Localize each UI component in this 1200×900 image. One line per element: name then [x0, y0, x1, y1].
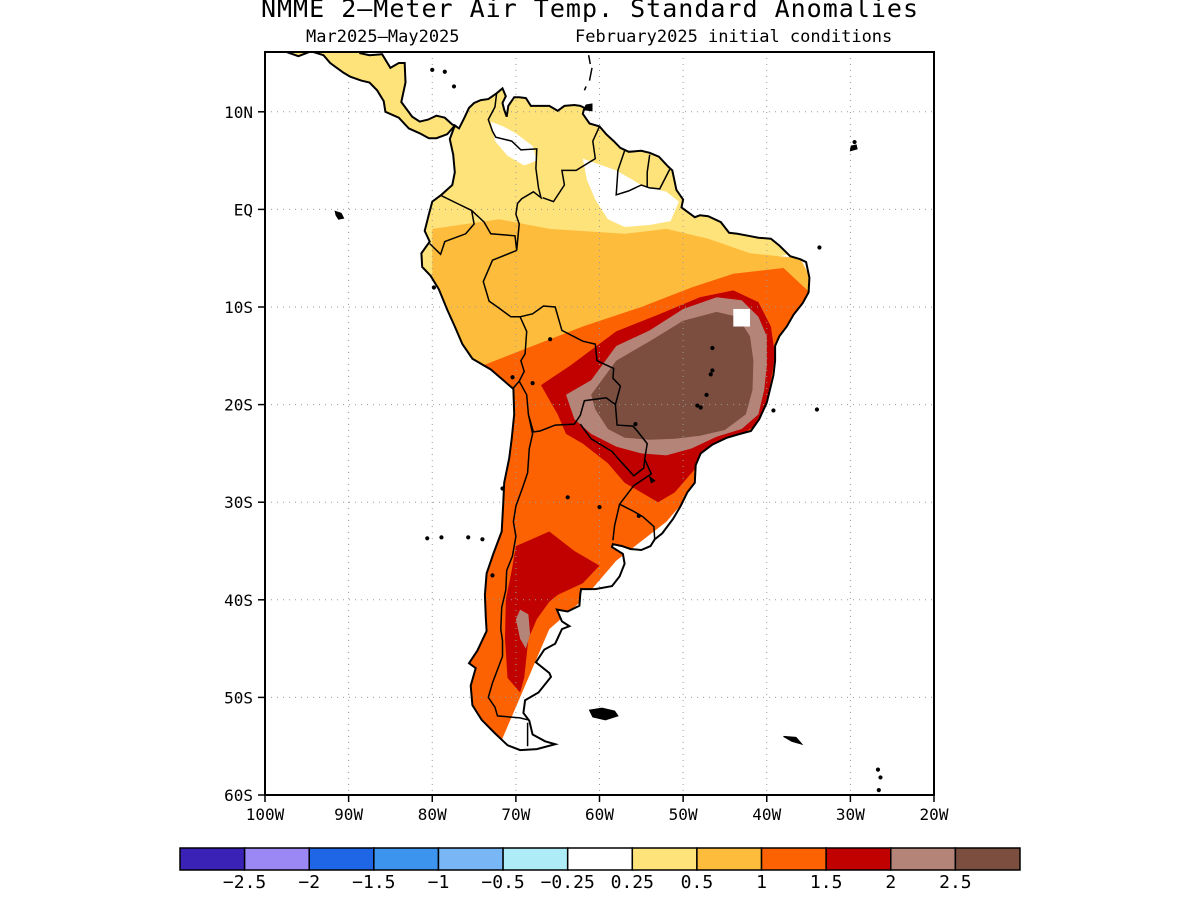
- colorbar-label: 0.5: [681, 872, 714, 893]
- island-dot-15: [442, 69, 447, 74]
- lon-tick-label: 50W: [669, 805, 698, 824]
- colorbar-label: −1: [428, 872, 450, 893]
- colorbar-label: 0.25: [611, 872, 654, 893]
- island-dot-8: [425, 536, 430, 541]
- lon-tick-label: 60W: [585, 805, 614, 824]
- island-dot-5: [817, 245, 822, 250]
- colorbar-swatch: [696, 847, 763, 871]
- colorbar-label: 1.5: [810, 872, 843, 893]
- anomaly-shading: [421, 88, 810, 751]
- anomaly-near-zero-guianas: [582, 158, 679, 227]
- lat-tick-label: 10N: [224, 103, 253, 122]
- island-dot-25: [490, 573, 495, 578]
- island-dot-0: [695, 403, 700, 408]
- latitude-axis: 10N EQ 10S 20S 30S 40S 50S 60S: [224, 103, 265, 805]
- colorbar-swatch: [179, 847, 246, 871]
- lon-tick-label: 70W: [501, 805, 530, 824]
- colorbar-swatch: [954, 847, 1021, 871]
- initial-conditions: February2025 initial conditions: [575, 27, 893, 47]
- island-dot-17: [710, 368, 715, 373]
- colorbar-label: −0.25: [541, 872, 595, 893]
- anomaly-zone-2-2p5-south: [505, 531, 600, 693]
- lat-tick-label: EQ: [234, 200, 253, 219]
- island-dot-19: [704, 392, 709, 397]
- island-dot-26: [875, 767, 881, 772]
- colorbar-swatch: [502, 847, 569, 871]
- lon-tick-label: 90W: [334, 805, 363, 824]
- colorbar-swatch: [437, 847, 504, 871]
- longitude-axis: 100W 90W 80W 70W 60W 50W 40W 30W 20W: [246, 795, 949, 824]
- colorbar-legend: −2.5 −2 −1.5 −1 −0.5 −0.25 0.25 0.5 1 1.5 2 2.5: [179, 847, 1021, 893]
- island-dot-3: [633, 422, 638, 427]
- lon-tick-label: 20W: [920, 805, 949, 824]
- lat-tick-label: 10S: [224, 298, 253, 317]
- lon-tick-label: 80W: [418, 805, 447, 824]
- colorbar-label: −2.5: [223, 872, 266, 893]
- island-dot-9: [466, 535, 471, 540]
- anomaly-near-zero-cell: [733, 308, 751, 327]
- island-dot-22: [530, 381, 535, 386]
- map-area: [265, 52, 934, 795]
- island-dot-4: [771, 408, 776, 413]
- colorbar-swatch: [631, 847, 698, 871]
- island-dot-7: [439, 535, 444, 540]
- island-dot-10: [480, 537, 485, 542]
- island-dot-18: [708, 372, 713, 377]
- colorbar-swatch: [566, 847, 634, 871]
- lat-tick-label: 40S: [224, 591, 253, 610]
- colorbar-swatch: [760, 847, 827, 871]
- colorbar-swatch: [308, 847, 375, 871]
- coastline: [420, 86, 811, 752]
- island-5: [648, 475, 656, 484]
- island-dot-21: [548, 337, 553, 342]
- island-dot-27: [878, 775, 883, 780]
- island-dot-12: [431, 285, 437, 290]
- lat-tick-label: 50S: [224, 688, 253, 707]
- anomaly-zone-south-lightbrown: [515, 609, 531, 649]
- lon-tick-label: 40W: [752, 805, 781, 824]
- colorbar-label: −0.5: [481, 872, 524, 893]
- colorbar-swatch: [373, 847, 440, 871]
- island-1: [783, 735, 804, 746]
- island-dot-11: [500, 486, 505, 491]
- colorbar-label: 2.5: [939, 872, 972, 893]
- island-dot-6: [814, 407, 820, 412]
- island-dot-14: [430, 67, 435, 72]
- lat-tick-label: 30S: [224, 493, 253, 512]
- island-dot-16: [710, 345, 715, 351]
- island-dot-1: [698, 405, 703, 410]
- island-dot-2: [565, 495, 570, 500]
- forecast-period: Mar2025—May2025: [306, 27, 460, 47]
- colorbar-label: −1.5: [352, 872, 395, 893]
- island-dot-29: [852, 139, 857, 145]
- lon-tick-label: 30W: [836, 805, 865, 824]
- island-2: [334, 210, 345, 220]
- island-4: [582, 103, 593, 112]
- colorbar-label: −2: [298, 872, 320, 893]
- island-dot-28: [876, 788, 881, 793]
- lon-tick-label: 100W: [246, 805, 285, 824]
- colorbar-label: 1: [756, 872, 767, 893]
- lat-tick-label: 60S: [224, 786, 253, 805]
- islands: [334, 67, 883, 793]
- anomaly-zone-over-2p5: [591, 311, 754, 440]
- island-3: [849, 144, 858, 152]
- colorbar-swatch: [825, 847, 892, 871]
- island-dot-13: [451, 84, 457, 89]
- lat-tick-label: 20S: [224, 396, 253, 415]
- central-america-coast: [283, 52, 457, 140]
- island-0: [588, 707, 619, 721]
- island-dot-23: [636, 513, 641, 518]
- island-dot-20: [510, 375, 515, 380]
- caribbean-coast: [583, 55, 593, 91]
- island-dot-24: [597, 504, 602, 510]
- colorbar-swatch: [890, 847, 957, 871]
- country-borders: [429, 93, 671, 747]
- colorbar-swatch: [243, 847, 310, 871]
- map-title: NMME 2—Meter Air Temp. Standard Anomalie…: [260, 0, 920, 23]
- colorbar-label: 2: [885, 872, 896, 893]
